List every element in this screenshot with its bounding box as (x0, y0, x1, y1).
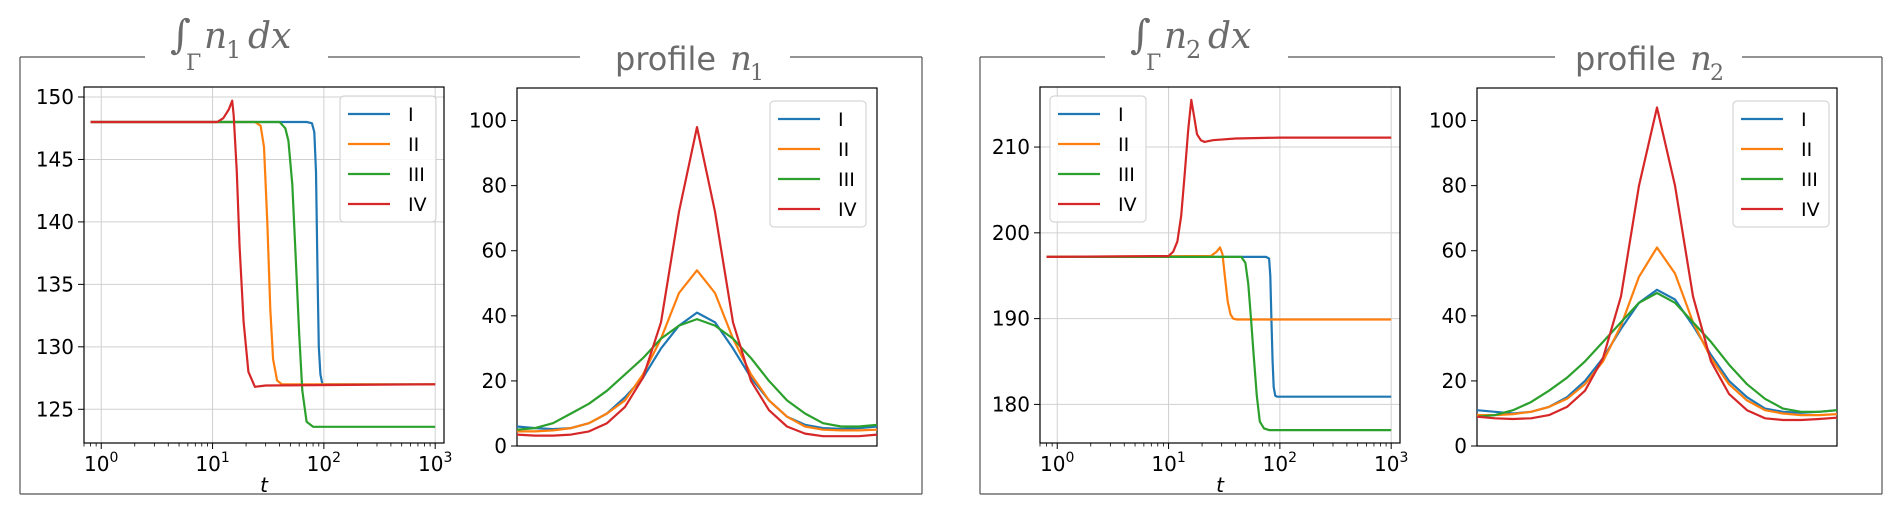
series-line-II (1477, 246, 1838, 417)
axes-frame (1476, 87, 1838, 447)
x-tick-label: 100 (1040, 450, 1074, 476)
series-line-IV (1046, 98, 1392, 258)
profile-index: 2 (1710, 61, 1724, 86)
axes-frame (83, 86, 445, 444)
integral-variable: n (204, 16, 227, 57)
legend-box (769, 100, 867, 228)
profile-variable: n (730, 39, 752, 79)
profile-word: profile (1575, 40, 1676, 78)
axes-frame (516, 87, 878, 447)
legend-label-IV: IV (838, 199, 857, 221)
panel-2-profile-title: profile n 2 (1575, 39, 1724, 86)
legend-label-III: III (838, 169, 855, 191)
series-line-I (516, 311, 878, 431)
legend-box (1732, 100, 1830, 228)
y-tick-label: 150 (36, 85, 74, 109)
y-tick-label: 80 (482, 174, 507, 198)
legend-label-II: II (408, 134, 419, 156)
x-tick-label: 101 (1151, 450, 1185, 476)
legend-label-I: I (1118, 104, 1124, 126)
y-tick-label: 60 (1442, 239, 1467, 263)
y-tick-label: 40 (1442, 304, 1467, 328)
integral-index: 1 (226, 36, 241, 64)
profile-variable: n (1690, 39, 1712, 79)
legend-label-IV: IV (408, 194, 427, 216)
y-tick-label: 145 (36, 147, 74, 171)
y-tick-label: 210 (992, 135, 1030, 159)
legend-label-III: III (1118, 164, 1135, 186)
y-tick-label: 80 (1442, 174, 1467, 198)
x-axis-label: t (260, 473, 269, 497)
y-tick-label: 140 (36, 210, 74, 234)
y-tick-label: 60 (482, 239, 507, 263)
x-tick-label: 100 (84, 450, 118, 476)
series-line-II (517, 269, 878, 433)
x-axis-label: t (1216, 473, 1225, 497)
x-tick-label: 103 (418, 450, 452, 476)
y-tick-label: 190 (992, 307, 1030, 331)
x-tick-label: 101 (195, 450, 229, 476)
x-tick-label: 102 (307, 450, 341, 476)
y-tick-label: 20 (1442, 369, 1467, 393)
axes-frame (1039, 86, 1401, 444)
series-line-IV (516, 126, 878, 438)
x-tick-label: 102 (1263, 450, 1297, 476)
series-line-III (1476, 291, 1838, 418)
integral-subscript: Γ (1146, 51, 1161, 76)
panel-2-integral-title: ∫ Γ n 2 dx (1130, 12, 1251, 76)
integral-variable: n (1164, 16, 1187, 57)
series-line-IV (1476, 106, 1838, 422)
series-line-III (1046, 255, 1392, 432)
legend-label-III: III (408, 164, 425, 186)
series-line-I (1046, 255, 1392, 398)
legend-label-IV: IV (1118, 194, 1137, 216)
series-line-III (90, 120, 436, 428)
x-tick-label: 103 (1374, 450, 1408, 476)
integral-sign: ∫ (170, 12, 191, 58)
y-tick-label: 0 (1454, 434, 1467, 458)
series-line-II (90, 120, 436, 386)
legend-label-II: II (1801, 139, 1812, 161)
legend-label-I: I (1801, 109, 1807, 131)
integral-dx: dx (248, 16, 291, 57)
series-line-II (1046, 246, 1392, 321)
y-tick-label: 100 (469, 109, 507, 133)
legend-label-I: I (408, 104, 414, 126)
profile-index: 1 (750, 61, 764, 86)
y-tick-label: 180 (992, 392, 1030, 416)
y-tick-label: 40 (482, 304, 507, 328)
series-line-III (516, 318, 878, 431)
y-tick-label: 135 (36, 272, 74, 296)
series-line-IV (90, 99, 436, 388)
legend-box (339, 95, 437, 223)
legend-label-I: I (838, 109, 844, 131)
integral-sign: ∫ (1130, 12, 1151, 58)
y-tick-label: 130 (36, 335, 74, 359)
integral-subscript: Γ (186, 51, 201, 76)
profile-word: profile (615, 40, 716, 78)
legend-label-III: III (1801, 169, 1818, 191)
panel-1-integral-title: ∫ Γ n 1 dx (170, 12, 291, 76)
panel-1: ∫ Γ n 1 dx profile n 1 (19, 12, 923, 495)
legend-box (1049, 95, 1147, 223)
legend-label-II: II (1118, 134, 1129, 156)
panel-1-profile-title: profile n 1 (615, 39, 764, 86)
y-tick-label: 100 (1429, 109, 1467, 133)
y-tick-label: 200 (992, 221, 1030, 245)
y-tick-label: 125 (36, 397, 74, 421)
integral-index: 2 (1186, 36, 1201, 64)
integral-dx: dx (1208, 16, 1251, 57)
legend-label-II: II (838, 139, 849, 161)
panel-2: ∫ Γ n 2 dx profile n 2 (979, 12, 1883, 495)
series-line-I (1476, 288, 1838, 415)
y-tick-label: 20 (482, 369, 507, 393)
legend-label-IV: IV (1801, 199, 1820, 221)
y-tick-label: 0 (494, 434, 507, 458)
